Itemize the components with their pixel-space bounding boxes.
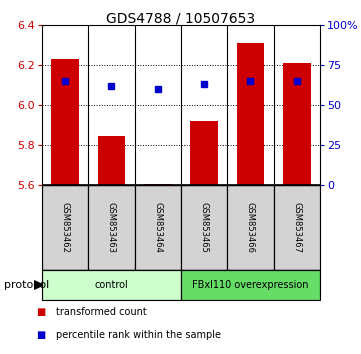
Bar (227, 185, 274, 270)
Bar (181, 185, 227, 270)
Text: transformed count: transformed count (56, 307, 147, 316)
Bar (88, 185, 135, 270)
Bar (144, 184, 172, 185)
Bar (42, 270, 181, 300)
Text: protocol: protocol (4, 280, 49, 290)
Text: GSM853464: GSM853464 (153, 202, 162, 253)
Text: control: control (95, 280, 129, 290)
Text: GDS4788 / 10507653: GDS4788 / 10507653 (106, 12, 255, 26)
Text: percentile rank within the sample: percentile rank within the sample (56, 330, 221, 339)
Text: ■: ■ (36, 330, 45, 339)
Bar (274, 185, 320, 270)
Text: FBxl110 overexpression: FBxl110 overexpression (192, 280, 309, 290)
Text: GSM853463: GSM853463 (107, 202, 116, 253)
Polygon shape (34, 281, 43, 289)
Bar (135, 185, 181, 270)
Bar (51, 59, 79, 185)
Bar (42, 185, 88, 270)
Bar (97, 136, 125, 185)
Bar (283, 63, 311, 185)
Text: GSM853462: GSM853462 (61, 202, 70, 253)
Bar (190, 121, 218, 185)
Text: GSM853465: GSM853465 (200, 202, 209, 253)
Bar (236, 43, 264, 185)
Text: ■: ■ (36, 307, 45, 316)
Bar (181, 270, 320, 300)
Text: GSM853467: GSM853467 (292, 202, 301, 253)
Text: GSM853466: GSM853466 (246, 202, 255, 253)
